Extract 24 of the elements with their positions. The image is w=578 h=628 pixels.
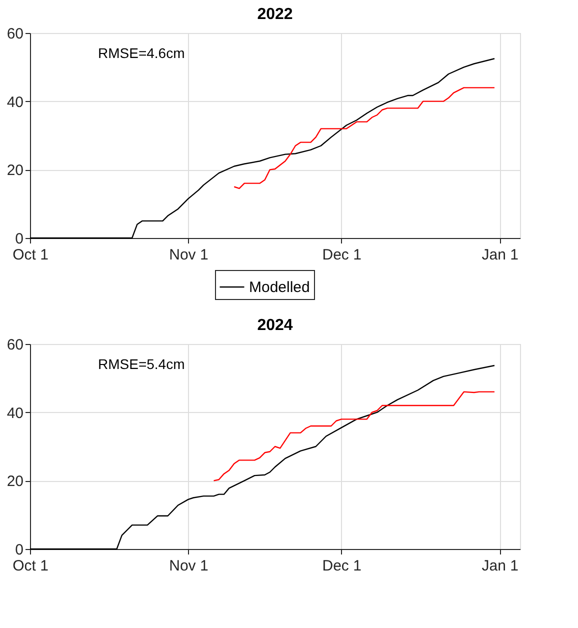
y-tick-label: 60 xyxy=(6,336,24,354)
x-tick-label: Oct 1 xyxy=(12,246,48,264)
x-tick-label: Jan 1 xyxy=(482,558,518,574)
chart-title: 2024 xyxy=(257,317,293,334)
y-tick-label: 60 xyxy=(6,26,24,42)
x-tick-label: Dec 1 xyxy=(322,558,362,574)
y-tick-label: 40 xyxy=(6,94,24,111)
y-tick-label: 0 xyxy=(15,542,24,558)
annotation: RMSE=5.4cm xyxy=(98,356,185,372)
x-tick-label: Oct 1 xyxy=(12,558,48,574)
chart-title: 2022 xyxy=(257,6,293,23)
x-tick-label: Dec 1 xyxy=(322,246,362,264)
line-series xyxy=(234,87,496,190)
legend-label: Modelled xyxy=(249,279,310,296)
x-tick-label: Nov 1 xyxy=(169,558,208,574)
y-tick-label: 0 xyxy=(15,230,24,248)
annotation: RMSE=4.6cm xyxy=(98,45,185,61)
y-tick-label: 20 xyxy=(6,473,24,490)
x-tick-label: Nov 1 xyxy=(169,246,208,264)
line-series xyxy=(213,391,496,482)
y-tick-label: 40 xyxy=(6,404,24,422)
y-tick-label: 20 xyxy=(6,162,24,180)
x-tick-label: Jan 1 xyxy=(482,246,518,264)
line-series xyxy=(29,58,496,239)
